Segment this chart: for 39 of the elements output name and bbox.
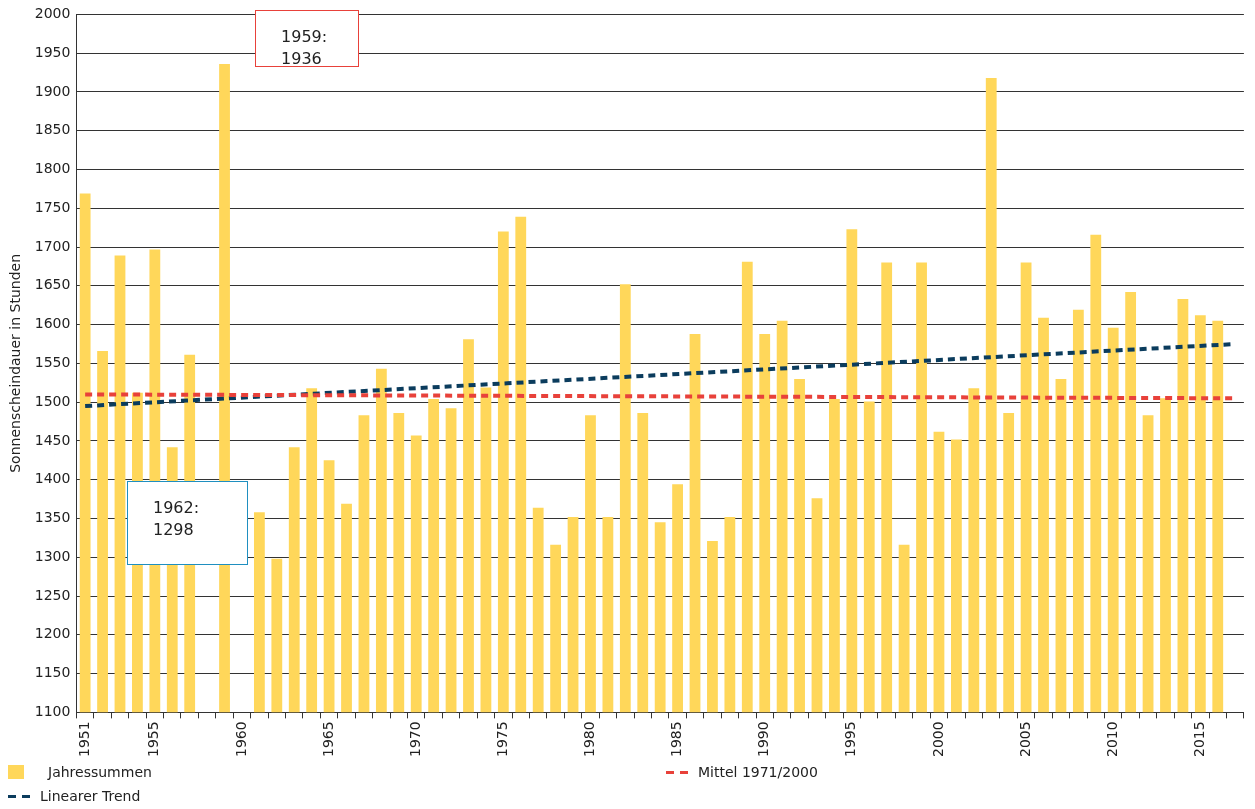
y-tick-label: 1700 [34,237,71,254]
y-tick-label: 1400 [34,470,71,487]
y-tick-label: 1650 [34,276,71,293]
x-tick-label: 2015 [1190,721,1207,758]
legend-label: Jahressummen [48,764,152,780]
x-tick-label: 1995 [842,721,859,758]
y-tick-label: 1600 [34,315,71,332]
x-tick-label: 2005 [1016,721,1033,758]
y-tick-label: 1100 [34,703,71,720]
x-tick-label: 1990 [755,721,772,758]
y-tick-label: 1750 [34,198,71,215]
y-tick-label: 1450 [34,431,71,448]
y-tick-label: 1200 [34,625,71,642]
y-tick-label: 1150 [34,664,71,681]
x-tick-label: 1970 [406,721,423,758]
y-tick-label: 2000 [34,5,71,22]
x-tick-label: 2010 [1103,721,1120,758]
x-tick-label: 1965 [319,721,336,758]
x-tick-label: 1955 [145,721,162,758]
y-tick-label: 1950 [34,43,71,60]
y-tick-label: 1300 [34,547,71,564]
y-tick-label: 1850 [34,121,71,138]
x-tick-label: 1980 [581,721,598,758]
y-tick-label: 1500 [34,392,71,409]
y-tick-label: 1800 [34,160,71,177]
y-tick-label: 1900 [34,82,71,99]
x-tick-label: 1985 [668,721,685,758]
y-tick-label: 1550 [34,354,71,371]
x-tick-label: 1960 [232,721,249,758]
legend-label: Mittel 1971/2000 [698,764,818,780]
legend-label: Linearer Trend [40,788,141,804]
x-tick-label: 2000 [929,721,946,758]
x-tick-label: 1951 [75,721,92,758]
y-axis-title: Sonnenscheindauer in Stunden [7,253,24,473]
y-tick-label: 1350 [34,509,71,526]
annotation: 1959: 1936 [281,26,328,70]
y-tick-label: 1250 [34,586,71,603]
x-tick-label: 1975 [493,721,510,758]
annotation: 1962: 1298 [152,497,200,542]
